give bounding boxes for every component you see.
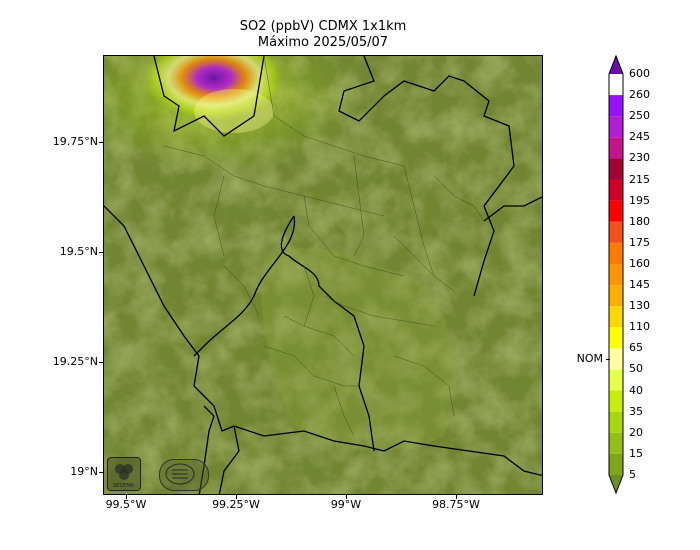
colorbar-outline (608, 54, 624, 495)
y-tick-mark (99, 142, 103, 143)
colorbar-tick-label: 180 (629, 214, 650, 228)
colorbar-tick-label: 130 (629, 299, 650, 313)
colorbar-band (609, 221, 623, 243)
colorbar-band (609, 327, 623, 349)
colorbar-band (609, 432, 623, 454)
colorbar-tick-label: 40 (629, 383, 643, 397)
colorbar-tick-label: 215 (629, 172, 650, 186)
colorbar-tick-label: 260 (629, 88, 650, 102)
x-tick-mark (346, 495, 347, 499)
x-tick-mark (126, 495, 127, 499)
colorbar-band (609, 179, 623, 201)
colorbar (608, 54, 624, 495)
x-tick-mark (236, 495, 237, 499)
colorbar-tick-label: 195 (629, 193, 650, 207)
so2-plume-area (144, 56, 284, 120)
colorbar-band (609, 369, 623, 391)
x-tick-mark (456, 495, 457, 499)
colorbar-band (609, 158, 623, 180)
colorbar-extend-max (609, 56, 623, 74)
colorbar-tick-label: 600 (629, 67, 650, 80)
colorbar-band (609, 95, 623, 117)
colorbar-band (609, 263, 623, 286)
colorbar-tick-label: 145 (629, 278, 650, 292)
leaf-icon (115, 464, 133, 480)
colorbar-band (609, 411, 623, 433)
y-tick-mark (99, 472, 103, 473)
colorbar-band (609, 390, 623, 412)
y-tick-mark (99, 252, 103, 253)
seal-icon (165, 463, 195, 485)
colorbar-band (609, 116, 623, 138)
colorbar-tick-label: 15 (629, 446, 643, 460)
colorbar-band (609, 242, 623, 264)
colorbar-tick-label: 5 (629, 468, 636, 481)
colorbar-tick-label: 35 (629, 404, 643, 418)
nom-tick (606, 358, 610, 360)
nom-label: NOM (576, 351, 603, 365)
colorbar-band (609, 453, 623, 475)
colorbar-tick-label: 50 (629, 362, 643, 376)
colorbar-tick-label: 65 (629, 341, 643, 355)
colorbar-band (609, 285, 623, 307)
y-tick-mark (99, 362, 103, 363)
y-tick-label: 19.25°N (52, 355, 98, 368)
x-tick-label: 98.75°W (432, 498, 480, 511)
sedema-logo: SEDEMA (107, 457, 141, 491)
so2-plume-tail (194, 89, 274, 133)
colorbar-band (609, 306, 623, 328)
y-tick-label: 19.5°N (59, 245, 98, 258)
terrain-map-svg (104, 56, 542, 494)
x-tick-label: 99.5°W (105, 498, 147, 511)
valley-area (261, 247, 455, 450)
y-tick-label: 19°N (70, 465, 98, 478)
colorbar-extend-min (609, 475, 623, 493)
y-tick-label: 19.75°N (52, 135, 98, 148)
colorbar-tick-label: 245 (629, 130, 650, 144)
so2-map: SEDEMA (103, 55, 543, 495)
x-tick-label: 99°W (330, 498, 362, 511)
colorbar-band (609, 200, 623, 222)
colorbar-tick-label: 175 (629, 235, 650, 249)
colorbar-tick-label: 250 (629, 109, 650, 123)
colorbar-tick-label: 230 (629, 151, 650, 165)
gobierno-logo (159, 459, 209, 491)
colorbar-tick-label: 110 (629, 320, 650, 334)
map-subtitle: Máximo 2025/05/07 (257, 35, 389, 50)
municipal-boundaries (163, 56, 485, 437)
colorbar-tick-label: 20 (629, 425, 643, 439)
map-title: SO2 (ppbV) CDMX 1x1km (239, 19, 407, 34)
colorbar-band (609, 137, 623, 159)
x-tick-label: 99.25°W (212, 498, 260, 511)
colorbar-tick-label: 160 (629, 256, 650, 270)
sedema-logo-text: SEDEMA (113, 483, 135, 489)
colorbar-band (609, 348, 623, 370)
